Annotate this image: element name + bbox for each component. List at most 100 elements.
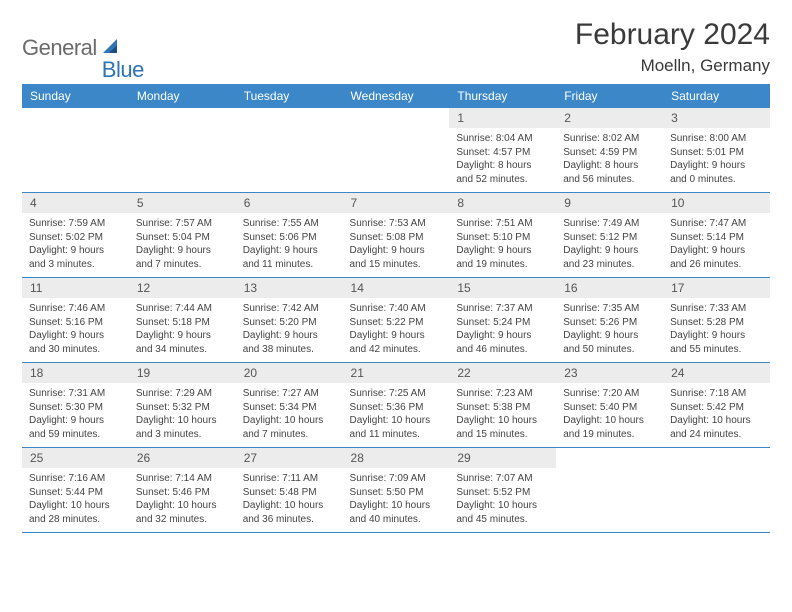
- day-cell: .: [343, 108, 450, 193]
- day-number: 1: [449, 108, 556, 128]
- sunrise-text: Sunrise: 7:47 AM: [670, 217, 763, 231]
- sunrise-text: Sunrise: 7:23 AM: [456, 387, 549, 401]
- week-row: 18Sunrise: 7:31 AMSunset: 5:30 PMDayligh…: [22, 363, 770, 448]
- sunset-text: Sunset: 5:10 PM: [456, 231, 549, 245]
- sunset-text: Sunset: 5:32 PM: [136, 401, 229, 415]
- col-sunday: Sunday: [22, 84, 129, 108]
- logo: General Blue: [22, 24, 145, 72]
- daylight-text: Daylight: 9 hours and 34 minutes.: [136, 329, 229, 356]
- sunset-text: Sunset: 5:22 PM: [350, 316, 443, 330]
- sunset-text: Sunset: 5:28 PM: [670, 316, 763, 330]
- day-number: 8: [449, 193, 556, 213]
- daylight-text: Daylight: 9 hours and 30 minutes.: [29, 329, 122, 356]
- day-number: 20: [236, 363, 343, 383]
- sunset-text: Sunset: 4:59 PM: [563, 146, 656, 160]
- day-details: Sunrise: 7:53 AMSunset: 5:08 PMDaylight:…: [343, 213, 450, 277]
- day-cell: 29Sunrise: 7:07 AMSunset: 5:52 PMDayligh…: [449, 448, 556, 533]
- day-number: 29: [449, 448, 556, 468]
- day-number: 7: [343, 193, 450, 213]
- sunset-text: Sunset: 5:50 PM: [350, 486, 443, 500]
- sunset-text: Sunset: 5:26 PM: [563, 316, 656, 330]
- day-details: Sunrise: 7:57 AMSunset: 5:04 PMDaylight:…: [129, 213, 236, 277]
- daylight-text: Daylight: 9 hours and 19 minutes.: [456, 244, 549, 271]
- day-cell: .: [129, 108, 236, 193]
- sunrise-text: Sunrise: 7:59 AM: [29, 217, 122, 231]
- daylight-text: Daylight: 8 hours and 52 minutes.: [456, 159, 549, 186]
- day-cell: 17Sunrise: 7:33 AMSunset: 5:28 PMDayligh…: [663, 278, 770, 363]
- sunrise-text: Sunrise: 7:25 AM: [350, 387, 443, 401]
- daylight-text: Daylight: 9 hours and 38 minutes.: [243, 329, 336, 356]
- day-details: Sunrise: 7:18 AMSunset: 5:42 PMDaylight:…: [663, 383, 770, 447]
- daylight-text: Daylight: 10 hours and 40 minutes.: [350, 499, 443, 526]
- daylight-text: Daylight: 10 hours and 24 minutes.: [670, 414, 763, 441]
- day-number: 3: [663, 108, 770, 128]
- day-cell: .: [556, 448, 663, 533]
- sunrise-text: Sunrise: 7:55 AM: [243, 217, 336, 231]
- daylight-text: Daylight: 9 hours and 42 minutes.: [350, 329, 443, 356]
- day-number: 5: [129, 193, 236, 213]
- day-details: Sunrise: 7:33 AMSunset: 5:28 PMDaylight:…: [663, 298, 770, 362]
- calendar-body: ....1Sunrise: 8:04 AMSunset: 4:57 PMDayl…: [22, 108, 770, 533]
- daylight-text: Daylight: 9 hours and 26 minutes.: [670, 244, 763, 271]
- day-number: 12: [129, 278, 236, 298]
- day-cell: 4Sunrise: 7:59 AMSunset: 5:02 PMDaylight…: [22, 193, 129, 278]
- day-details: Sunrise: 7:14 AMSunset: 5:46 PMDaylight:…: [129, 468, 236, 532]
- sunrise-text: Sunrise: 7:49 AM: [563, 217, 656, 231]
- day-cell: 18Sunrise: 7:31 AMSunset: 5:30 PMDayligh…: [22, 363, 129, 448]
- day-details: Sunrise: 7:23 AMSunset: 5:38 PMDaylight:…: [449, 383, 556, 447]
- sunset-text: Sunset: 5:52 PM: [456, 486, 549, 500]
- day-cell: .: [22, 108, 129, 193]
- day-number: 9: [556, 193, 663, 213]
- sunset-text: Sunset: 5:46 PM: [136, 486, 229, 500]
- col-tuesday: Tuesday: [236, 84, 343, 108]
- week-row: ....1Sunrise: 8:04 AMSunset: 4:57 PMDayl…: [22, 108, 770, 193]
- daylight-text: Daylight: 10 hours and 45 minutes.: [456, 499, 549, 526]
- day-details: Sunrise: 7:29 AMSunset: 5:32 PMDaylight:…: [129, 383, 236, 447]
- sunrise-text: Sunrise: 7:51 AM: [456, 217, 549, 231]
- sunrise-text: Sunrise: 7:35 AM: [563, 302, 656, 316]
- col-saturday: Saturday: [663, 84, 770, 108]
- sunrise-text: Sunrise: 7:33 AM: [670, 302, 763, 316]
- daylight-text: Daylight: 9 hours and 11 minutes.: [243, 244, 336, 271]
- day-number: 19: [129, 363, 236, 383]
- logo-text-blue: Blue: [102, 57, 144, 83]
- sunset-text: Sunset: 5:08 PM: [350, 231, 443, 245]
- day-cell: 6Sunrise: 7:55 AMSunset: 5:06 PMDaylight…: [236, 193, 343, 278]
- day-details: Sunrise: 7:51 AMSunset: 5:10 PMDaylight:…: [449, 213, 556, 277]
- day-cell: 28Sunrise: 7:09 AMSunset: 5:50 PMDayligh…: [343, 448, 450, 533]
- day-cell: 22Sunrise: 7:23 AMSunset: 5:38 PMDayligh…: [449, 363, 556, 448]
- day-details: Sunrise: 7:25 AMSunset: 5:36 PMDaylight:…: [343, 383, 450, 447]
- daylight-text: Daylight: 10 hours and 32 minutes.: [136, 499, 229, 526]
- daylight-text: Daylight: 10 hours and 28 minutes.: [29, 499, 122, 526]
- day-details: Sunrise: 8:02 AMSunset: 4:59 PMDaylight:…: [556, 128, 663, 192]
- sunrise-text: Sunrise: 7:29 AM: [136, 387, 229, 401]
- sunrise-text: Sunrise: 7:46 AM: [29, 302, 122, 316]
- day-cell: .: [663, 448, 770, 533]
- daylight-text: Daylight: 9 hours and 50 minutes.: [563, 329, 656, 356]
- daylight-text: Daylight: 10 hours and 11 minutes.: [350, 414, 443, 441]
- sunrise-text: Sunrise: 7:44 AM: [136, 302, 229, 316]
- sunrise-text: Sunrise: 7:57 AM: [136, 217, 229, 231]
- sunset-text: Sunset: 4:57 PM: [456, 146, 549, 160]
- day-number: 10: [663, 193, 770, 213]
- day-cell: 14Sunrise: 7:40 AMSunset: 5:22 PMDayligh…: [343, 278, 450, 363]
- day-cell: 19Sunrise: 7:29 AMSunset: 5:32 PMDayligh…: [129, 363, 236, 448]
- day-details: Sunrise: 7:55 AMSunset: 5:06 PMDaylight:…: [236, 213, 343, 277]
- day-details: Sunrise: 7:47 AMSunset: 5:14 PMDaylight:…: [663, 213, 770, 277]
- col-thursday: Thursday: [449, 84, 556, 108]
- day-cell: 15Sunrise: 7:37 AMSunset: 5:24 PMDayligh…: [449, 278, 556, 363]
- day-cell: .: [236, 108, 343, 193]
- sunrise-text: Sunrise: 7:27 AM: [243, 387, 336, 401]
- day-number: 25: [22, 448, 129, 468]
- sunset-text: Sunset: 5:20 PM: [243, 316, 336, 330]
- daylight-text: Daylight: 10 hours and 3 minutes.: [136, 414, 229, 441]
- day-details: Sunrise: 7:46 AMSunset: 5:16 PMDaylight:…: [22, 298, 129, 362]
- calendar-table: Sunday Monday Tuesday Wednesday Thursday…: [22, 84, 770, 533]
- sunrise-text: Sunrise: 8:04 AM: [456, 132, 549, 146]
- daylight-text: Daylight: 10 hours and 7 minutes.: [243, 414, 336, 441]
- sunset-text: Sunset: 5:18 PM: [136, 316, 229, 330]
- sunset-text: Sunset: 5:48 PM: [243, 486, 336, 500]
- day-details: Sunrise: 7:09 AMSunset: 5:50 PMDaylight:…: [343, 468, 450, 532]
- day-number: 28: [343, 448, 450, 468]
- day-number: 27: [236, 448, 343, 468]
